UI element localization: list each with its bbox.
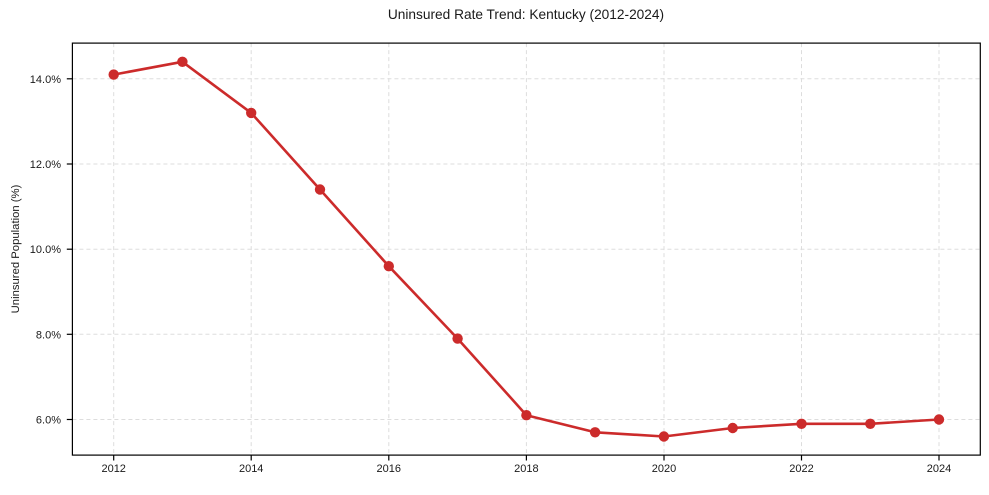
svg-text:10.0%: 10.0% — [30, 244, 61, 256]
svg-text:2018: 2018 — [514, 463, 538, 475]
svg-text:2012: 2012 — [101, 463, 125, 475]
svg-text:Uninsured Population (%): Uninsured Population (%) — [10, 184, 22, 313]
svg-text:2014: 2014 — [239, 463, 263, 475]
svg-text:Uninsured Rate Trend: Kentucky: Uninsured Rate Trend: Kentucky (2012-202… — [388, 7, 664, 22]
svg-text:12.0%: 12.0% — [30, 159, 61, 171]
svg-text:14.0%: 14.0% — [30, 74, 61, 86]
svg-text:2016: 2016 — [377, 463, 401, 475]
svg-text:2020: 2020 — [652, 463, 676, 475]
svg-text:2024: 2024 — [927, 463, 951, 475]
svg-text:6.0%: 6.0% — [36, 415, 61, 427]
svg-text:2022: 2022 — [789, 463, 813, 475]
svg-text:8.0%: 8.0% — [36, 329, 61, 341]
